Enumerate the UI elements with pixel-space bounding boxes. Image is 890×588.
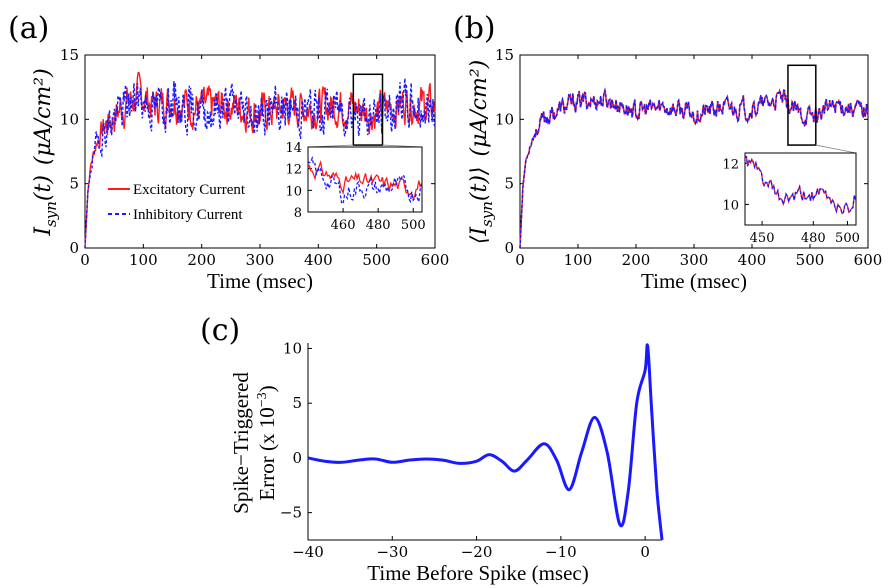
chart-a-y-ticks: 0 5 10 15: [60, 46, 435, 257]
chart-a-x-ticks: 0 100 200 300 400 500 600: [80, 55, 449, 269]
chart-a-zoom-box: [352, 73, 384, 146]
x-tick-label: 500: [796, 251, 825, 269]
x-tick-label: 100: [129, 251, 158, 269]
x-tick-label: 300: [680, 251, 709, 269]
inset-connector: [815, 144, 857, 154]
x-tick-label: 600: [854, 251, 883, 269]
chart-b: 0 100 200 300 400 500 600 0 5 10 15 450 480 500 10 12…: [467, 46, 882, 293]
chart-a-ylabel-arg: (t): [31, 175, 56, 201]
chart-b-y-ticks: 0 5 10 15: [495, 46, 868, 257]
y-tick-label: 10: [285, 184, 302, 199]
svg-text:⟨Isyn(t)⟩(μA/cm²): ⟨Isyn(t)⟩ (μA/cm²): [467, 60, 496, 244]
y-tick-label: 5: [69, 175, 79, 193]
y-tick-label: 15: [60, 46, 79, 64]
chart-c-ylabel-close: ): [255, 385, 279, 392]
y-tick-label: 5: [292, 394, 302, 412]
chart-c-x-ticks: −40 −30 −20 −10 0: [292, 536, 650, 561]
chart-b-inset: 450 480 500 10 12: [722, 144, 860, 246]
y-tick-label: 8: [294, 206, 302, 221]
x-tick-label: −30: [376, 543, 408, 561]
y-tick-label: 0: [69, 239, 79, 257]
y-tick-label: 12: [285, 163, 302, 178]
inset-x-ticks: 450 480 500: [750, 221, 860, 246]
y-tick-label: 12: [722, 157, 739, 172]
y-tick-label: 15: [495, 46, 514, 64]
x-tick-label: 480: [801, 231, 826, 246]
y-tick-label: 10: [495, 110, 514, 128]
x-tick-label: 0: [515, 251, 525, 269]
y-tick-label: 10: [722, 198, 739, 213]
panel-label-b: (b): [453, 11, 496, 46]
chart-c-ylabel-exp: −3: [255, 392, 270, 407]
panel-label-a: (a): [8, 11, 49, 46]
x-tick-label: 460: [331, 218, 356, 233]
x-tick-label: 300: [246, 251, 275, 269]
chart-a-ylabel-units: (μA/cm²): [31, 68, 56, 165]
chart-a-ylabel-main: I: [31, 226, 56, 237]
inset-frame: [307, 146, 423, 213]
panel-label-c: (c): [200, 313, 240, 348]
chart-c-xlabel: Time Before Spike (msec): [367, 561, 588, 585]
svg-text:Isyn(t)(μA/cm²): Isyn(t) (μA/cm²): [31, 68, 60, 236]
inset-excitatory-line: [307, 159, 423, 200]
x-tick-label: 500: [835, 231, 860, 246]
svg-text:Error (x 10−3): Error (x 10−3): [255, 385, 279, 500]
y-tick-label: −5: [280, 504, 302, 522]
x-tick-label: 500: [362, 251, 391, 269]
inset-y-ticks: 8 10 12 14: [285, 141, 312, 221]
x-tick-label: 600: [421, 251, 450, 269]
chart-a-ylabel: Isyn(t) (μA/cm²): [31, 68, 60, 236]
x-tick-label: 0: [640, 543, 650, 561]
x-tick-label: −10: [545, 543, 577, 561]
y-tick-label: 10: [283, 339, 302, 357]
y-tick-label: 14: [285, 141, 302, 156]
chart-b-series: [519, 87, 869, 249]
chart-c-series: [307, 343, 664, 541]
inset-inhibitory-line: [307, 155, 423, 205]
legend-label-inhibitory: Inhibitory Current: [133, 207, 243, 223]
chart-a-inset: 460 480 500 8 10 12 14: [285, 141, 425, 233]
chart-c-y-ticks: −5 0 5 10: [280, 339, 312, 522]
chart-b-x-ticks: 0 100 200 300 400 500 600: [515, 55, 882, 269]
chart-c-ylabel-line1: Spike−Triggered: [229, 372, 253, 514]
x-tick-label: 0: [80, 251, 90, 269]
chart-c: −40 −30 −20 −10 0 −5 0 5 10 Time Before Spike (…: [229, 339, 664, 585]
y-tick-label: 5: [504, 175, 514, 193]
series-inhibitory-line: [84, 78, 436, 249]
chart-b-ylabel-sub: syn: [478, 201, 496, 227]
x-tick-label: −40: [292, 543, 324, 561]
series-spike-triggered-error: [307, 343, 664, 541]
chart-a-xlabel: Time (msec): [207, 269, 313, 293]
chart-a-series: [84, 71, 436, 249]
chart-a: 0 100 200 300 400 500 600 0 5 10 15 460 480 500 8 10 1…: [31, 46, 449, 293]
legend-label-excitatory: Excitatory Current: [133, 182, 246, 198]
x-tick-label: 200: [187, 251, 216, 269]
chart-a-ylabel-sub: syn: [42, 201, 60, 227]
x-tick-label: −20: [461, 543, 493, 561]
chart-b-zoom-box: [787, 64, 817, 146]
series-mean-blue: [519, 87, 869, 249]
inset-mean-blue: [744, 155, 857, 215]
chart-b-ylabel-main: ⟨I: [467, 226, 492, 245]
x-tick-label: 400: [304, 251, 333, 269]
inset-x-ticks: 460 480 500: [331, 208, 426, 233]
x-tick-label: 500: [401, 218, 426, 233]
chart-b-ylabel: ⟨Isyn(t)⟩ (μA/cm²): [467, 60, 496, 244]
chart-b-ylabel-arg: (t)⟩: [467, 167, 492, 202]
x-tick-label: 100: [564, 251, 593, 269]
x-tick-label: 400: [738, 251, 767, 269]
chart-b-ylabel-units: (μA/cm²): [467, 60, 492, 157]
y-tick-label: 10: [60, 110, 79, 128]
y-tick-label: 0: [292, 449, 302, 467]
x-tick-label: 200: [622, 251, 651, 269]
chart-c-ylabel-line2: Error (x 10−3): [255, 385, 279, 500]
chart-b-xlabel: Time (msec): [641, 269, 747, 293]
y-tick-label: 0: [504, 239, 514, 257]
x-tick-label: 480: [366, 218, 391, 233]
x-tick-label: 450: [750, 231, 775, 246]
chart-a-legend: Excitatory Current Inhibitory Current: [108, 182, 246, 223]
chart-c-ylabel-main: Error (x 10: [255, 407, 279, 500]
